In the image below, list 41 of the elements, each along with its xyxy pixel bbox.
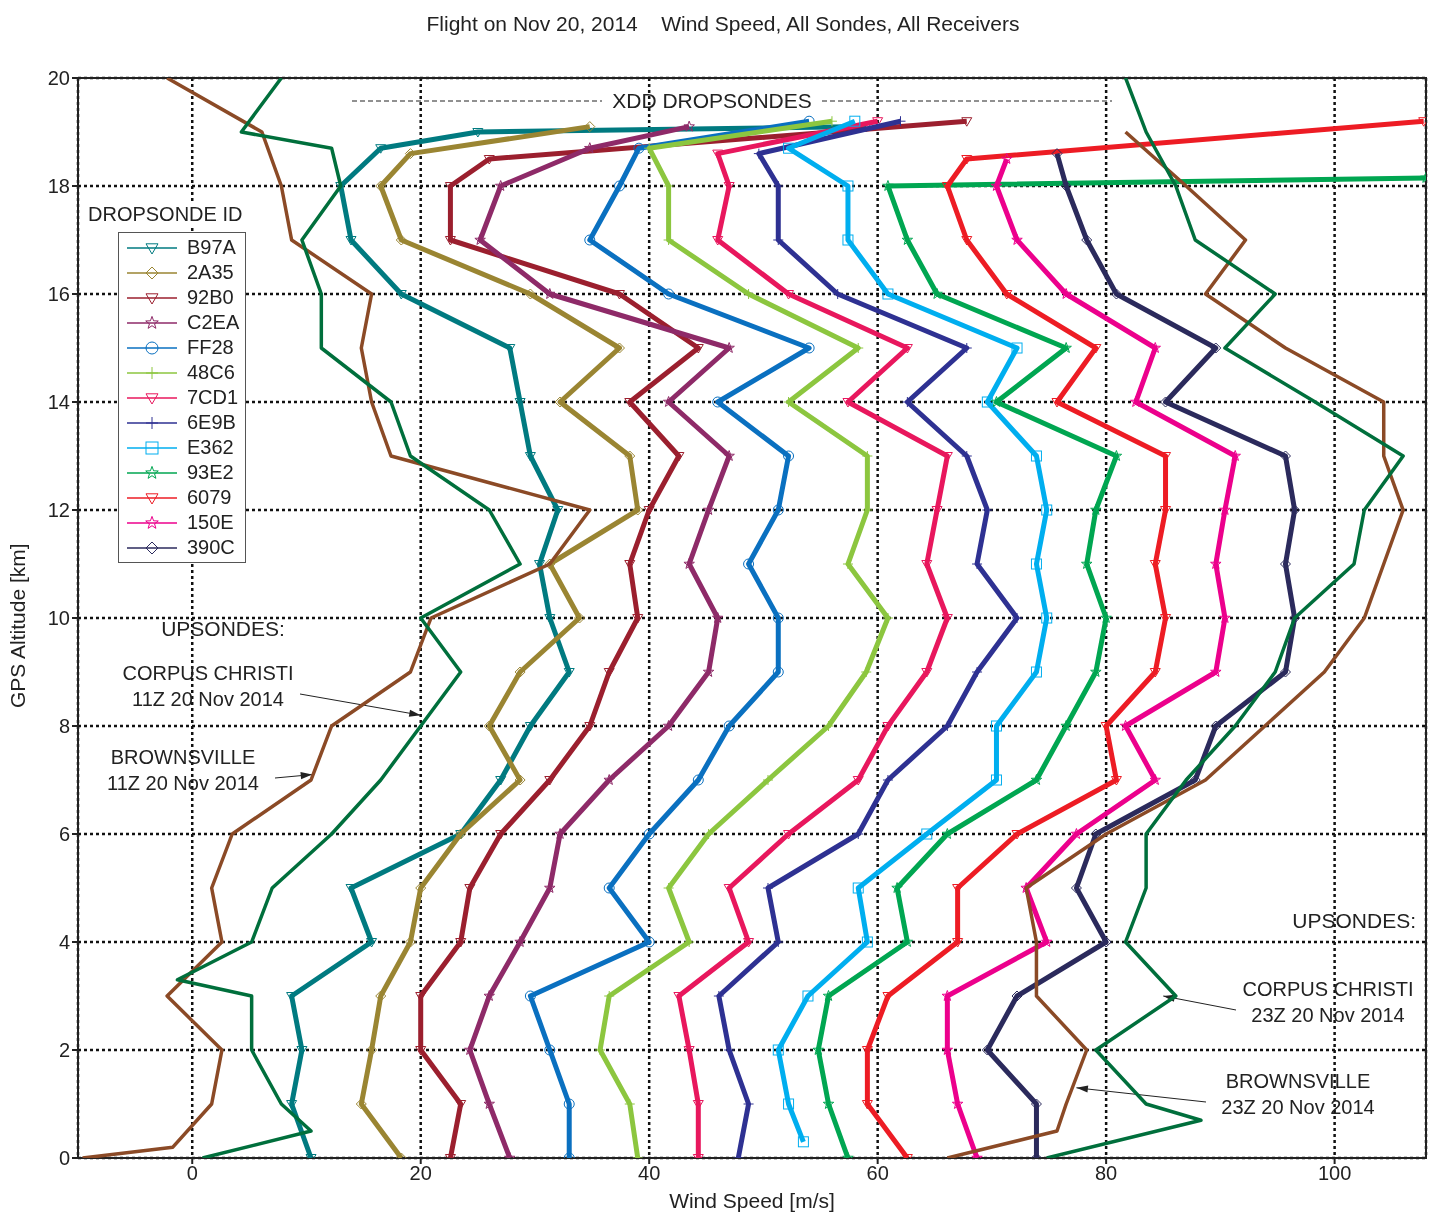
legend-label: C2EA: [187, 311, 240, 334]
annotation: UPSONDES:: [161, 617, 285, 640]
annotation: XDD DROPSONDES: [612, 89, 812, 112]
legend-label: 2A35: [187, 261, 234, 284]
y-tick-label: 18: [47, 175, 70, 198]
legend-label: 6E9B: [187, 411, 236, 434]
y-tick-label: 2: [58, 1039, 70, 1062]
legend-label: 92B0: [187, 286, 234, 309]
legend-label: 93E2: [187, 461, 234, 484]
y-tick-label: 6: [58, 823, 70, 846]
x-tick-label: 20: [409, 1162, 432, 1185]
x-tick-label: 0: [186, 1162, 198, 1185]
x-tick-label: 40: [638, 1162, 661, 1185]
legend-label: 48C6: [187, 361, 235, 384]
y-tick-label: 12: [47, 499, 70, 522]
annotation: CORPUS CHRISTI 11Z 20 Nov 2014: [122, 662, 294, 710]
y-tick-label: 16: [47, 283, 70, 306]
legend-label: 150E: [187, 511, 234, 534]
legend-label: FF28: [187, 336, 234, 359]
legend-label: 6079: [187, 486, 232, 509]
legend-label: E362: [187, 436, 234, 459]
y-tick-label: 8: [58, 715, 70, 738]
legend-label: 7CD1: [187, 386, 239, 409]
annotation: UPSONDES:: [1292, 909, 1416, 932]
annotation: CORPUS CHRISTI 23Z 20 Nov 2014: [1242, 978, 1414, 1026]
y-tick-label: 14: [47, 391, 70, 414]
legend-label: B97A: [187, 236, 236, 259]
x-tick-label: 60: [866, 1162, 889, 1185]
legend-title: DROPSONDE ID: [88, 203, 247, 226]
x-axis-title: Wind Speed [m/s]: [669, 1189, 835, 1212]
legend-label: 390C: [187, 536, 235, 559]
y-tick-label: 4: [58, 931, 70, 954]
x-tick-label: 100: [1317, 1162, 1352, 1185]
annotation: BROWNSVILLE 23Z 20 Nov 2014: [1221, 1070, 1375, 1118]
x-tick-label: 80: [1095, 1162, 1118, 1185]
y-tick-label: 0: [58, 1147, 70, 1170]
y-tick-label: 20: [47, 67, 70, 90]
annotation: BROWNSVILLE 11Z 20 Nov 2014: [107, 746, 259, 794]
y-tick-label: 10: [47, 607, 70, 630]
y-axis-title: GPS Altitude [km]: [6, 543, 30, 708]
chart-title: Flight on Nov 20, 2014 Wind Speed, All Sondes, All Receivers: [425, 12, 1021, 36]
